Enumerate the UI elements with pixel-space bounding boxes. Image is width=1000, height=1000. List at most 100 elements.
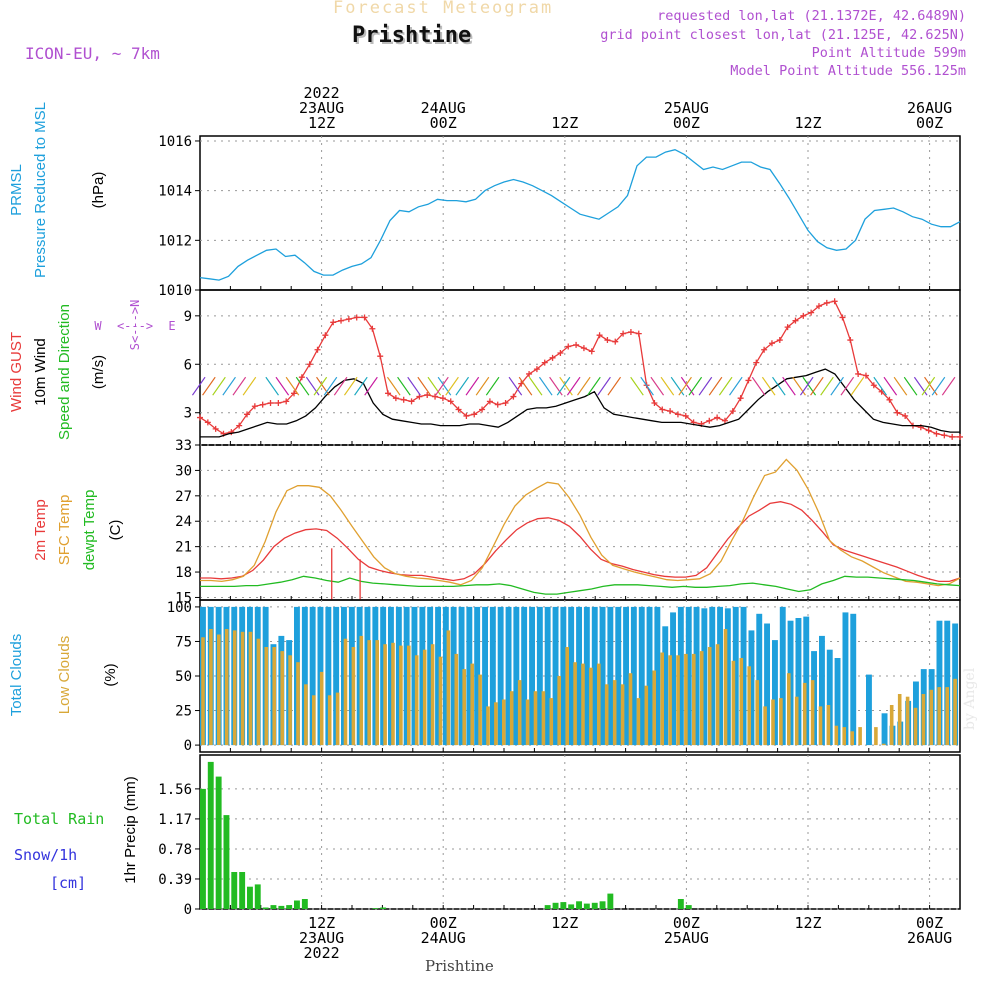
gust-marker xyxy=(682,412,689,419)
bar-low-clouds xyxy=(945,687,949,746)
bar-low-clouds xyxy=(787,673,791,746)
gust-marker xyxy=(588,348,595,355)
bar-low-clouds xyxy=(201,637,205,746)
compass-e: E xyxy=(168,319,175,333)
bottom-time-label: 12Z xyxy=(551,914,578,932)
bar-low-clouds xyxy=(660,652,664,746)
gust-marker xyxy=(674,411,681,418)
wind-axis-label: Wind GUST xyxy=(8,332,25,412)
snow-unit-label: [cm] xyxy=(50,874,86,892)
gust-marker xyxy=(353,314,360,321)
bar-total-clouds xyxy=(333,606,340,746)
gust-marker xyxy=(596,332,603,339)
wind-arrow xyxy=(538,376,553,396)
bar-low-clouds xyxy=(248,631,253,746)
ytick-label-temperature: 18 xyxy=(175,565,192,581)
gust-marker xyxy=(894,409,901,416)
series-sfc-temp xyxy=(200,458,961,587)
bottom-time-label: 2022 xyxy=(304,944,340,962)
bar-low-clouds xyxy=(929,689,934,746)
bar-low-clouds xyxy=(755,680,759,745)
gust-marker xyxy=(729,408,736,415)
bar-low-clouds xyxy=(209,629,213,746)
gust-marker xyxy=(949,433,956,440)
bar-low-clouds xyxy=(240,631,245,746)
bar-total-clouds xyxy=(513,606,520,746)
gust-marker xyxy=(651,400,658,407)
bar-total-clouds xyxy=(591,606,598,746)
wind-arrow xyxy=(792,376,806,396)
ytick-label-pressure: 1014 xyxy=(158,184,192,200)
bar-low-clouds xyxy=(256,638,261,746)
wind-arrow xyxy=(840,376,855,396)
ytick-label-temperature: 24 xyxy=(175,514,192,530)
bar-total-clouds xyxy=(419,606,426,746)
precip-axis-label: 1hr Precip (mm) xyxy=(122,776,139,884)
gust-marker xyxy=(800,312,807,319)
bar-total-rain xyxy=(576,901,582,909)
bar-low-clouds xyxy=(794,696,799,746)
bar-total-rain xyxy=(380,907,387,909)
wind-arrow xyxy=(802,376,817,396)
ytick-label-clouds: 100 xyxy=(167,600,192,616)
wind-arrow xyxy=(820,376,834,396)
bar-low-clouds xyxy=(739,658,744,746)
temp-axis-label: dewpt Temp xyxy=(81,490,98,571)
bar-low-clouds xyxy=(779,698,783,746)
wind-arrow xyxy=(607,376,622,396)
bar-total-clouds xyxy=(309,606,316,746)
bar-total-rain xyxy=(552,902,559,909)
bar-low-clouds xyxy=(312,695,316,745)
bar-total-rain xyxy=(254,884,261,909)
gust-marker xyxy=(612,338,619,345)
gust-marker xyxy=(667,408,674,415)
bar-low-clouds xyxy=(462,669,466,746)
wind-arrow xyxy=(678,376,692,396)
bar-total-clouds xyxy=(936,620,943,746)
bar-low-clouds xyxy=(304,684,308,746)
gust-marker xyxy=(424,391,431,398)
clouds-axis-label: Total Clouds xyxy=(8,634,25,717)
wind-arrow xyxy=(893,376,908,396)
bar-low-clouds xyxy=(858,727,862,746)
bar-low-clouds xyxy=(525,699,530,746)
bar-low-clouds xyxy=(327,695,332,745)
bar-low-clouds xyxy=(383,644,387,746)
gust-marker xyxy=(204,419,211,426)
bar-low-clouds xyxy=(565,647,569,746)
bar-low-clouds xyxy=(486,706,490,746)
top-time-label: 00Z xyxy=(430,114,457,132)
gust-marker xyxy=(761,346,768,353)
bar-total-clouds xyxy=(709,606,716,746)
bar-total-clouds xyxy=(764,623,770,746)
bar-low-clouds xyxy=(264,647,269,746)
bar-low-clouds xyxy=(541,691,546,746)
wind-arrow xyxy=(772,376,786,396)
wind-arrow xyxy=(630,376,644,396)
ytick-label-clouds: 50 xyxy=(175,669,192,685)
gust-marker xyxy=(400,396,407,403)
bar-low-clouds xyxy=(921,694,926,746)
forecast-meteogram-title: Forecast Meteogram xyxy=(333,0,554,18)
bar-low-clouds xyxy=(232,630,237,746)
bar-total-clouds xyxy=(599,606,606,746)
bar-low-clouds xyxy=(494,702,498,746)
footer-location: Prishtine xyxy=(425,957,494,975)
bar-total-clouds xyxy=(301,606,308,746)
gust-marker xyxy=(392,395,399,402)
panels: 1010 1012 1014 1016 3 6 9 15 18 21 24 27 30 33 0 25 50 75… xyxy=(158,134,963,918)
bar-total-clouds xyxy=(677,606,684,746)
wind-arrow xyxy=(202,376,216,396)
bar-low-clouds xyxy=(604,684,609,746)
bar-total-clouds xyxy=(544,606,551,746)
bar-total-clouds xyxy=(756,613,763,746)
gust-marker xyxy=(706,417,713,424)
bar-low-clouds xyxy=(818,706,823,746)
bar-total-clouds xyxy=(944,620,951,746)
wind-arrow xyxy=(364,376,378,396)
bar-total-clouds xyxy=(427,606,434,746)
wind-arrow xyxy=(354,376,368,396)
wind-arrow xyxy=(191,376,206,396)
gust-marker xyxy=(298,374,305,381)
